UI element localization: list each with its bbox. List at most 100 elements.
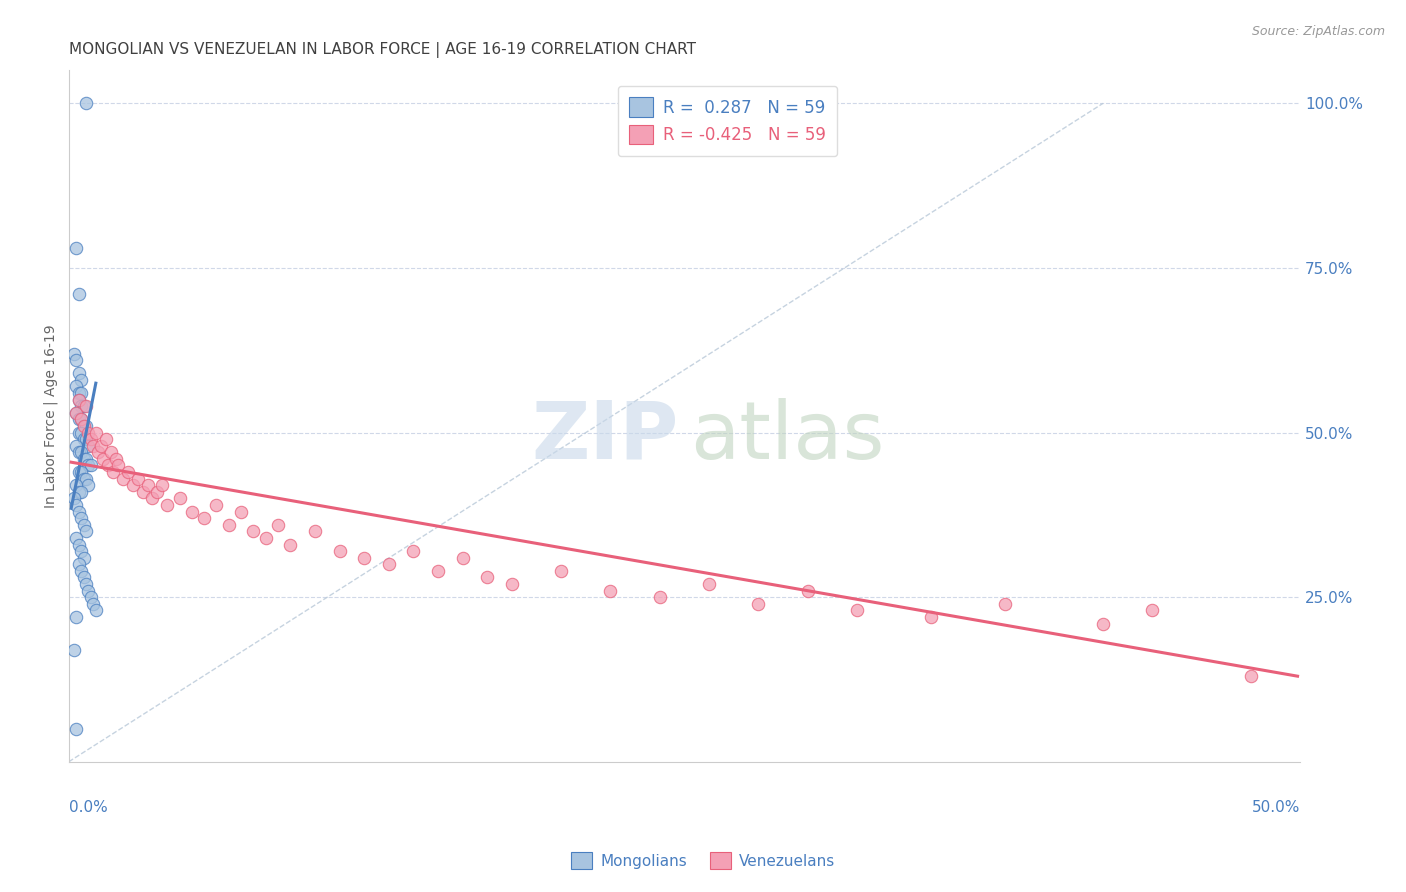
Point <box>65 722 87 736</box>
Point <box>70 412 93 426</box>
Point <box>70 399 93 413</box>
Point <box>747 597 769 611</box>
Point <box>67 392 90 407</box>
Legend: Mongolians, Venezuelans: Mongolians, Venezuelans <box>565 846 841 875</box>
Point <box>75 472 97 486</box>
Point <box>1240 669 1263 683</box>
Point <box>75 524 97 539</box>
Point <box>402 544 425 558</box>
Point <box>90 439 112 453</box>
Point <box>218 517 240 532</box>
Legend: R =  0.287   N = 59, R = -0.425   N = 59: R = 0.287 N = 59, R = -0.425 N = 59 <box>617 86 837 156</box>
Point <box>169 491 191 506</box>
Point <box>180 505 202 519</box>
Point <box>67 412 90 426</box>
Point <box>77 439 100 453</box>
Point <box>353 550 375 565</box>
Point <box>72 550 94 565</box>
Point <box>65 439 87 453</box>
Point <box>72 419 94 434</box>
Point <box>75 432 97 446</box>
Point <box>136 478 159 492</box>
Point <box>648 590 671 604</box>
Point <box>107 458 129 473</box>
Point <box>67 425 90 440</box>
Point <box>304 524 326 539</box>
Point <box>77 478 100 492</box>
Point <box>77 425 100 440</box>
Point <box>65 531 87 545</box>
Point <box>65 353 87 368</box>
Point <box>84 603 107 617</box>
Point <box>550 564 572 578</box>
Point <box>82 597 104 611</box>
Text: atlas: atlas <box>690 398 884 475</box>
Point <box>72 399 94 413</box>
Point <box>65 498 87 512</box>
Point <box>70 373 93 387</box>
Point <box>97 458 120 473</box>
Point <box>65 241 87 255</box>
Point <box>193 511 215 525</box>
Point <box>329 544 352 558</box>
Point <box>67 505 90 519</box>
Point <box>75 451 97 466</box>
Point <box>477 570 499 584</box>
Point <box>70 484 93 499</box>
Point <box>845 603 868 617</box>
Point <box>72 517 94 532</box>
Point <box>65 406 87 420</box>
Point <box>70 465 93 479</box>
Point <box>104 451 127 466</box>
Y-axis label: In Labor Force | Age 16-19: In Labor Force | Age 16-19 <box>44 325 58 508</box>
Point <box>70 412 93 426</box>
Point <box>427 564 450 578</box>
Point <box>993 597 1015 611</box>
Point <box>82 439 104 453</box>
Point <box>77 458 100 473</box>
Point <box>67 392 90 407</box>
Point <box>72 451 94 466</box>
Point <box>65 478 87 492</box>
Point <box>70 386 93 401</box>
Point <box>75 419 97 434</box>
Point <box>84 425 107 440</box>
Point <box>67 465 90 479</box>
Point <box>70 544 93 558</box>
Point <box>80 432 103 446</box>
Point <box>72 472 94 486</box>
Point <box>378 558 401 572</box>
Point <box>67 386 90 401</box>
Point <box>111 472 134 486</box>
Point <box>67 484 90 499</box>
Point <box>131 484 153 499</box>
Point <box>94 432 117 446</box>
Point <box>77 583 100 598</box>
Point <box>65 406 87 420</box>
Point <box>117 465 139 479</box>
Point <box>91 451 114 466</box>
Point <box>72 419 94 434</box>
Point <box>67 367 90 381</box>
Point <box>141 491 163 506</box>
Point <box>80 458 103 473</box>
Point <box>146 484 169 499</box>
Point <box>156 498 179 512</box>
Point <box>100 445 122 459</box>
Point <box>80 590 103 604</box>
Text: 0.0%: 0.0% <box>69 800 107 814</box>
Point <box>75 399 97 413</box>
Point <box>62 491 84 506</box>
Point <box>75 96 97 111</box>
Point <box>87 445 110 459</box>
Point <box>62 643 84 657</box>
Point <box>65 379 87 393</box>
Point <box>121 478 143 492</box>
Point <box>67 558 90 572</box>
Point <box>67 537 90 551</box>
Point <box>1092 616 1115 631</box>
Text: 50.0%: 50.0% <box>1251 800 1301 814</box>
Point <box>229 505 252 519</box>
Point <box>451 550 474 565</box>
Point <box>599 583 621 598</box>
